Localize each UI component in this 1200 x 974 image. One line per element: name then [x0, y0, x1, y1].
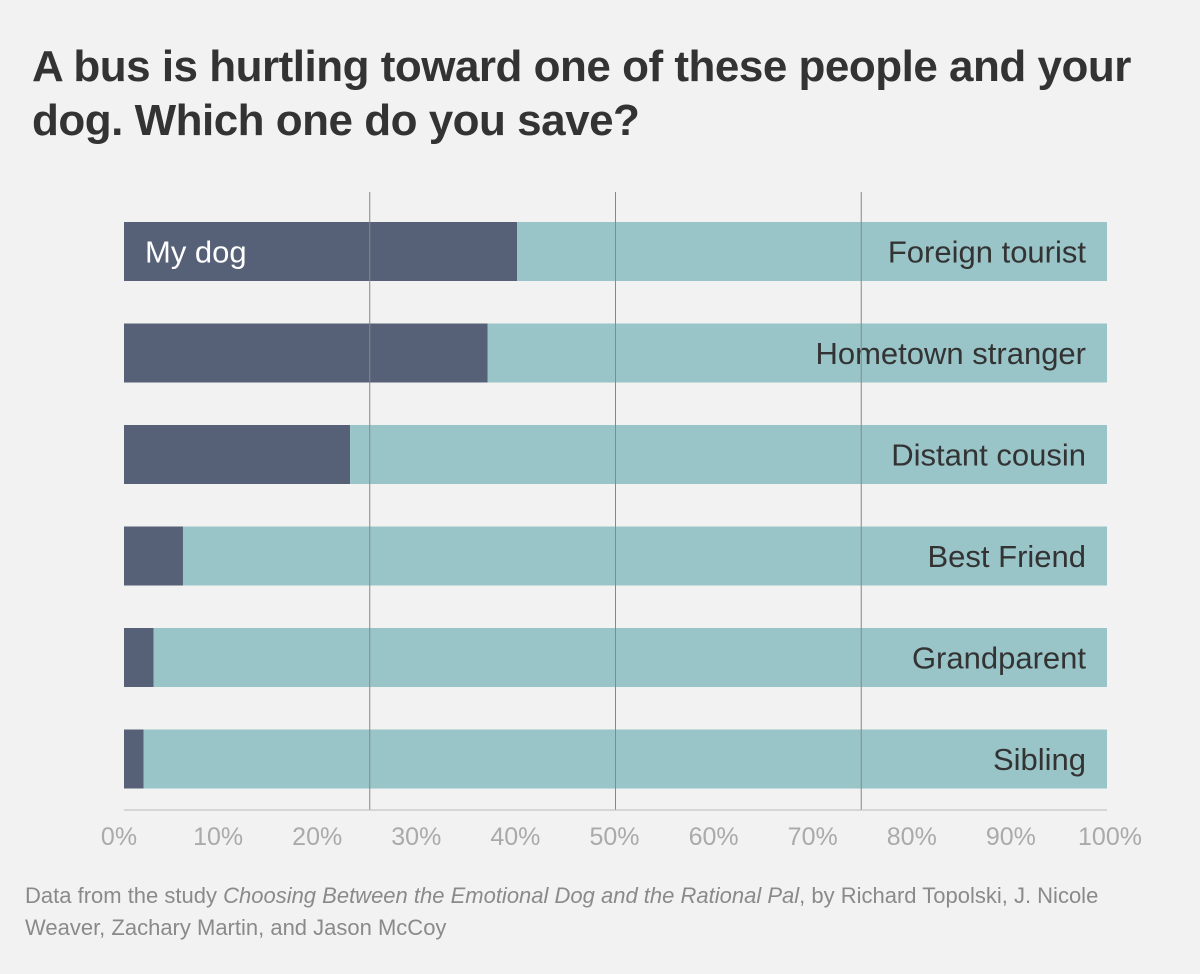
bar-my-dog — [124, 425, 351, 484]
source-study-title: Choosing Between the Emotional Dog and t… — [223, 883, 800, 908]
x-tick-label: 80% — [887, 823, 937, 851]
x-tick-label: 30% — [391, 823, 441, 851]
x-tick-label: 0% — [101, 823, 137, 851]
bar-person — [487, 323, 1108, 383]
x-tick-label: 10% — [193, 823, 243, 851]
source-note: Data from the study Choosing Between the… — [25, 880, 1175, 944]
bar-person — [143, 729, 1107, 789]
category-label: Grandparent — [912, 641, 1086, 676]
category-label: Sibling — [993, 742, 1086, 777]
x-tick-label: 100% — [1078, 823, 1142, 851]
x-tick-label: 60% — [689, 823, 739, 851]
x-tick-label: 90% — [986, 823, 1036, 851]
source-authors: , by Richard Topolski, J. Nicole Weaver,… — [25, 883, 1099, 940]
bar-my-dog — [124, 526, 183, 586]
source-prefix: Data from the study — [25, 883, 224, 908]
dog-series-label: My dog — [145, 235, 247, 270]
category-label: Distant cousin — [891, 438, 1086, 473]
bar-my-dog — [124, 222, 518, 281]
bar-chart: Foreign tourist Hometown stranger Distant … — [101, 192, 1142, 851]
x-tick-label: 70% — [788, 823, 838, 851]
bar-person — [182, 526, 1108, 586]
bar-my-dog — [124, 729, 144, 789]
category-label: Best Friend — [927, 539, 1086, 574]
bar-person — [153, 628, 1108, 687]
bar-person — [350, 425, 1108, 484]
x-tick-label: 40% — [490, 823, 540, 851]
x-tick-label: 20% — [292, 823, 342, 851]
bar-my-dog — [124, 628, 154, 687]
chart-title: A bus is hurtling toward one of these pe… — [32, 42, 1131, 145]
category-label: Hometown stranger — [815, 336, 1086, 371]
bar-my-dog — [124, 323, 488, 383]
category-label: Foreign tourist — [888, 235, 1087, 270]
x-tick-label: 50% — [589, 823, 639, 851]
